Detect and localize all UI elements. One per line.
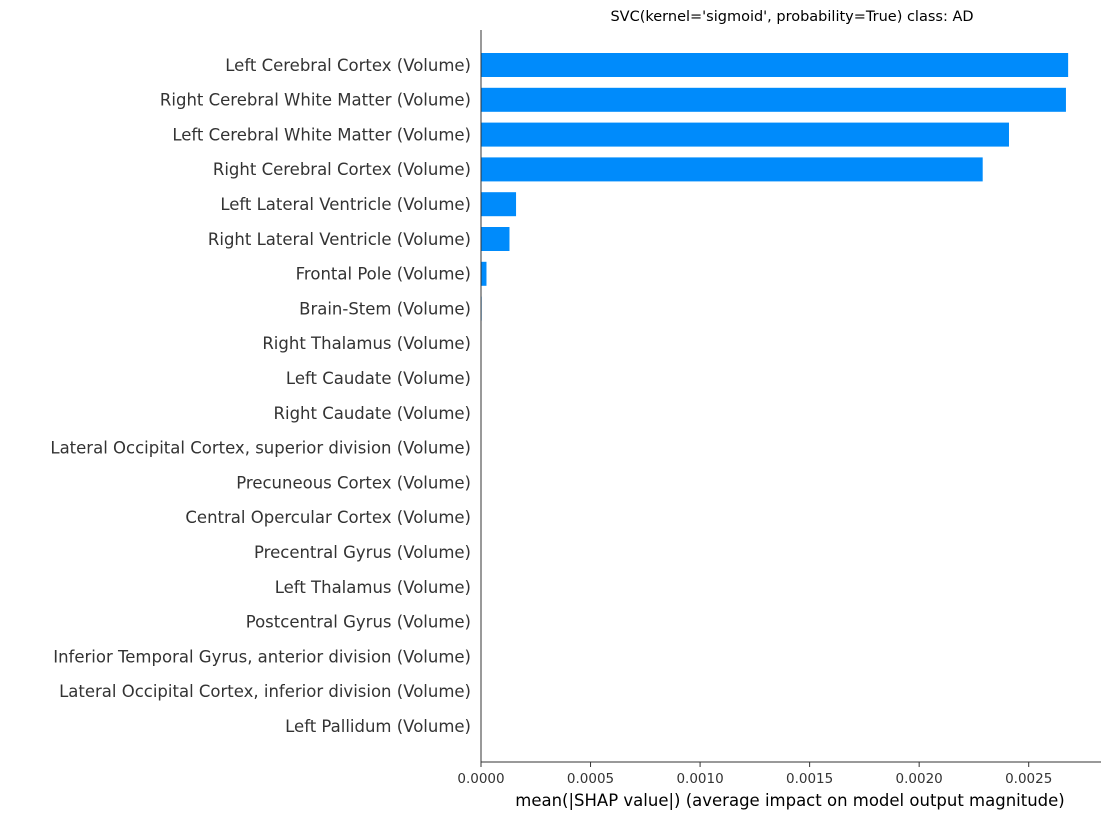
category-label: Central Opercular Cortex (Volume) <box>185 508 471 527</box>
category-label: Left Lateral Ventricle (Volume) <box>220 195 471 214</box>
category-label: Right Thalamus (Volume) <box>262 334 471 353</box>
bar <box>481 227 510 251</box>
category-label: Right Lateral Ventricle (Volume) <box>208 230 471 249</box>
bars-group <box>481 53 1069 321</box>
x-tick-label: 0.0020 <box>896 771 943 787</box>
category-label: Lateral Occipital Cortex, inferior divis… <box>59 682 471 701</box>
category-label: Left Cerebral White Matter (Volume) <box>172 125 471 144</box>
category-label: Left Caudate (Volume) <box>286 369 471 388</box>
bar <box>481 53 1069 77</box>
x-tick-label: 0.0010 <box>676 771 723 787</box>
x-tick-label: 0.0000 <box>457 771 504 787</box>
category-label: Inferior Temporal Gyrus, anterior divisi… <box>53 647 471 666</box>
bar <box>481 261 487 286</box>
category-label: Right Cerebral White Matter (Volume) <box>160 91 471 110</box>
category-label: Left Cerebral Cortex (Volume) <box>225 56 471 75</box>
x-axis-ticks: 0.0000 0.0005 0.0010 0.0015 0.0020 0.0025 <box>457 762 1052 787</box>
category-label: Precentral Gyrus (Volume) <box>254 543 471 562</box>
bar <box>481 87 1066 112</box>
category-label: Postcentral Gyrus (Volume) <box>246 613 471 632</box>
category-label: Lateral Occipital Cortex, superior divis… <box>50 439 471 458</box>
category-label: Left Pallidum (Volume) <box>285 717 471 736</box>
category-label: Precuneous Cortex (Volume) <box>236 473 471 492</box>
x-tick-label: 0.0025 <box>1005 771 1052 787</box>
bar <box>481 192 517 217</box>
x-tick-label: 0.0015 <box>786 771 833 787</box>
category-label: Right Cerebral Cortex (Volume) <box>213 160 471 179</box>
x-axis-label: mean(|SHAP value|) (average impact on mo… <box>515 791 1065 810</box>
category-label: Left Thalamus (Volume) <box>275 578 471 597</box>
category-labels: Left Cerebral Cortex (Volume) Right Cereb… <box>50 56 471 736</box>
chart-title: SVC(kernel='sigmoid', probability=True) … <box>610 9 973 25</box>
category-label: Frontal Pole (Volume) <box>296 265 471 284</box>
category-label: Right Caudate (Volume) <box>274 404 471 423</box>
x-tick-label: 0.0005 <box>567 771 614 787</box>
bar <box>481 157 983 182</box>
bar <box>481 122 1009 147</box>
category-label: Brain-Stem (Volume) <box>299 299 471 318</box>
